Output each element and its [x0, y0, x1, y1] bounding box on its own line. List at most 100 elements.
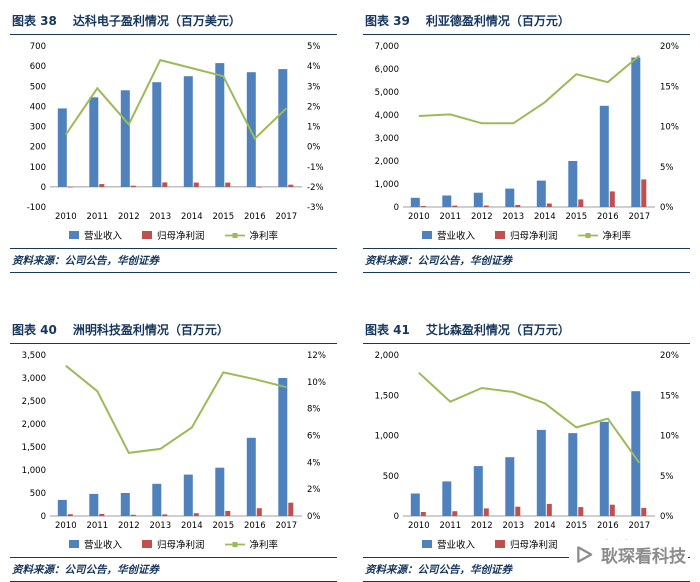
svg-text:2013: 2013 [149, 212, 171, 222]
svg-text:500: 500 [30, 82, 46, 92]
chart-canvas: 0 1,000 2,000 3,000 4,000 5,000 6,000 7,000 0% 5%… [363, 35, 690, 227]
svg-text:-1%: -1% [307, 163, 324, 173]
svg-text:2011: 2011 [86, 212, 108, 222]
svg-text:2012: 2012 [471, 212, 493, 222]
svg-text:100: 100 [30, 163, 46, 173]
svg-text:3,000: 3,000 [22, 374, 46, 384]
svg-text:400: 400 [30, 102, 46, 112]
svg-text:0%: 0% [307, 512, 321, 522]
chart-panel-38: 图表 38 达科电子盈利情况（百万美元） -100 0 100 200 300 400 50… [10, 10, 337, 273]
svg-text:1,000: 1,000 [375, 180, 399, 190]
svg-text:0: 0 [394, 203, 399, 213]
svg-text:2015: 2015 [212, 212, 234, 222]
svg-text:2012: 2012 [118, 521, 140, 531]
svg-text:2%: 2% [307, 102, 321, 112]
chart-svg: 0 500 1,000 1,500 2,000 0% 5% 10% 15% 20% 2010 2011… [375, 351, 679, 531]
chart-header: 图表 38 达科电子盈利情况（百万美元） [10, 10, 337, 34]
svg-text:20%: 20% [660, 42, 679, 52]
legend-swatch-bar [68, 540, 79, 548]
svg-text:2016: 2016 [597, 212, 619, 222]
svg-text:10%: 10% [307, 378, 326, 388]
legend-swatch-bar [494, 540, 505, 548]
chart-svg: 0 500 1,000 1,500 2,000 2,500 3,000 3,500 0% 2% 4%… [22, 351, 326, 531]
svg-text:0: 0 [41, 512, 46, 522]
svg-text:2,000: 2,000 [375, 351, 399, 361]
svg-text:0%: 0% [307, 143, 321, 153]
svg-text:2013: 2013 [502, 521, 524, 531]
svg-text:10%: 10% [660, 123, 679, 133]
svg-text:2017: 2017 [628, 521, 650, 531]
chart-panel-40: 图表 40 洲明科技盈利情况（百万元） 0 500 1,000 1,500 2,000 2… [10, 319, 337, 582]
svg-text:2,000: 2,000 [22, 420, 46, 430]
svg-text:3%: 3% [307, 82, 321, 92]
svg-text:-100: -100 [27, 203, 46, 213]
legend-label: 归母净利润 [156, 540, 205, 551]
divider [363, 248, 690, 249]
svg-text:-3%: -3% [307, 203, 324, 213]
legend-swatch-bar [68, 231, 79, 239]
legend-item: 归母净利润 [494, 537, 558, 551]
svg-text:2014: 2014 [181, 212, 203, 222]
divider [363, 557, 690, 558]
svg-text:2015: 2015 [565, 521, 587, 531]
chart-legend: 营业收入 归母净利润 净利率 [363, 227, 690, 248]
svg-text:2012: 2012 [471, 521, 493, 531]
svg-text:2017: 2017 [275, 212, 297, 222]
figure-label: 图表 38 [12, 14, 57, 28]
legend-item: 净利率 [577, 228, 632, 242]
divider [10, 248, 337, 249]
legend-swatch-line [224, 231, 245, 240]
svg-text:2010: 2010 [55, 521, 77, 531]
legend-item: 营业收入 [68, 228, 122, 242]
legend-item: 归母净利润 [141, 228, 205, 242]
chart-header: 图表 39 利亚德盈利情况（百万元） [363, 10, 690, 34]
svg-text:3,000: 3,000 [375, 134, 399, 144]
svg-text:2012: 2012 [118, 212, 140, 222]
svg-text:2014: 2014 [181, 521, 203, 531]
chart-canvas: -100 0 100 200 300 400 500 600 700 -3% -2% -1% 0% 1% 2… [10, 35, 337, 227]
svg-text:2011: 2011 [86, 521, 108, 531]
chart-svg: -100 0 100 200 300 400 500 600 700 -3% -2% -1% 0% 1% 2… [27, 42, 324, 222]
legend-swatch-bar [141, 540, 152, 548]
svg-text:2014: 2014 [534, 521, 556, 531]
svg-text:7,000: 7,000 [375, 42, 399, 52]
svg-text:600: 600 [30, 62, 46, 72]
svg-text:0%: 0% [660, 512, 674, 522]
svg-text:1,500: 1,500 [375, 391, 399, 401]
legend-swatch-line [224, 540, 245, 549]
divider [363, 272, 690, 273]
svg-text:2017: 2017 [275, 521, 297, 531]
svg-text:4,000: 4,000 [375, 111, 399, 121]
play-triangle-icon [575, 545, 594, 564]
svg-text:5%: 5% [660, 472, 674, 482]
chart-canvas: 0 500 1,000 1,500 2,000 0% 5% 10% 15% 20% 2010 2011… [363, 344, 690, 536]
watermark: 耿琛看科技 [569, 540, 688, 569]
svg-text:15%: 15% [660, 82, 679, 92]
figure-title: 艾比森盈利情况（百万元） [425, 323, 570, 337]
svg-text:-2%: -2% [307, 183, 324, 193]
svg-text:2010: 2010 [55, 212, 77, 222]
svg-text:2011: 2011 [439, 212, 461, 222]
divider [363, 343, 690, 344]
chart-header: 图表 40 洲明科技盈利情况（百万元） [10, 319, 337, 343]
figure-label: 图表 41 [365, 323, 410, 337]
divider [10, 343, 337, 344]
svg-text:0: 0 [394, 512, 399, 522]
svg-text:300: 300 [30, 123, 46, 133]
legend-item: 营业收入 [421, 537, 475, 551]
chart-panel-39: 图表 39 利亚德盈利情况（百万元） 0 1,000 2,000 3,000 4,000… [363, 10, 690, 273]
legend-swatch-bar [141, 231, 152, 239]
svg-text:20%: 20% [660, 351, 679, 361]
chart-legend: 营业收入 归母净利润 净利率 [10, 536, 337, 557]
chart-legend: 营业收入 归母净利润 净利率 [10, 227, 337, 248]
legend-item: 归母净利润 [141, 537, 205, 551]
svg-text:8%: 8% [307, 405, 321, 415]
legend-label: 营业收入 [436, 540, 475, 551]
legend-label: 净利率 [602, 231, 632, 242]
svg-text:10%: 10% [660, 432, 679, 442]
svg-text:500: 500 [383, 472, 399, 482]
legend-label: 营业收入 [83, 231, 122, 242]
svg-text:2015: 2015 [212, 521, 234, 531]
svg-text:5%: 5% [660, 163, 674, 173]
svg-text:1,500: 1,500 [22, 443, 46, 453]
